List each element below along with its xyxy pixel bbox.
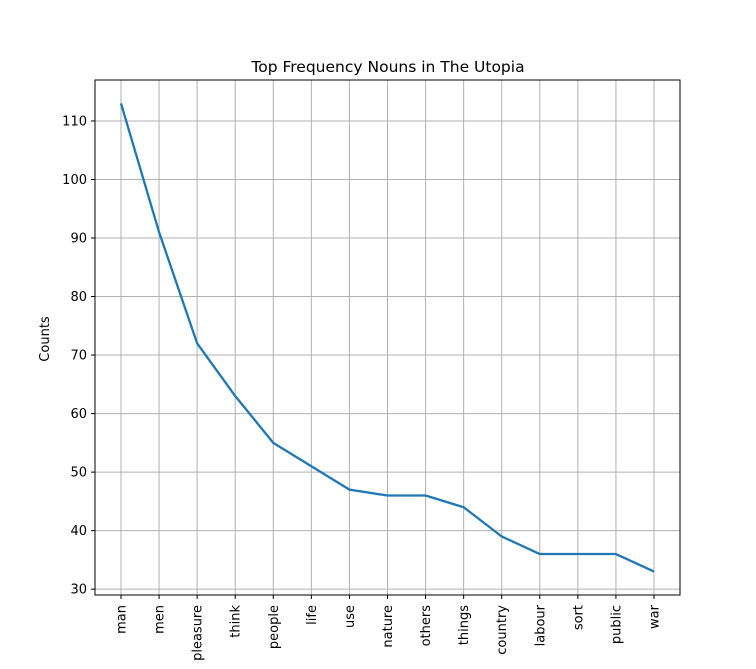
y-tick-label: 50	[70, 466, 87, 481]
x-tick-label: think	[229, 605, 244, 638]
y-tick-label: 110	[62, 114, 87, 129]
y-axis-label: Counts	[38, 316, 53, 362]
x-tick-label: others	[419, 605, 434, 647]
x-tick-label: pleasure	[191, 605, 206, 661]
y-tick-label: 40	[70, 524, 87, 539]
y-tick-label: 30	[70, 583, 87, 598]
x-tick-label: people	[267, 605, 282, 649]
x-tick-label: country	[495, 605, 510, 655]
y-tick-label: 70	[70, 349, 87, 364]
grid	[95, 80, 680, 595]
x-tick-label: use	[343, 605, 358, 628]
series	[119, 103, 655, 573]
x-tick-label: nature	[381, 605, 396, 648]
x-tick-label: life	[305, 605, 320, 625]
x-tick-label: sort	[571, 605, 586, 630]
y-tick-label: 100	[62, 173, 87, 188]
x-axis: man men pleasure think people life use nature ot…	[115, 595, 663, 661]
x-tick-label: man	[115, 605, 130, 634]
x-tick-label: war	[648, 604, 663, 629]
chart-title: Top Frequency Nouns in The Utopia	[250, 58, 524, 76]
x-tick-label: men	[153, 605, 168, 634]
y-tick-label: 80	[70, 290, 87, 305]
y-tick-label: 60	[70, 407, 87, 422]
series-line	[119, 103, 655, 573]
x-tick-label: labour	[533, 604, 548, 646]
x-tick-label: things	[457, 605, 472, 645]
y-axis: 30 40 50 60 70 80 90 100 110	[62, 114, 95, 598]
y-tick-label: 90	[70, 232, 87, 247]
x-tick-label: public	[609, 605, 624, 644]
